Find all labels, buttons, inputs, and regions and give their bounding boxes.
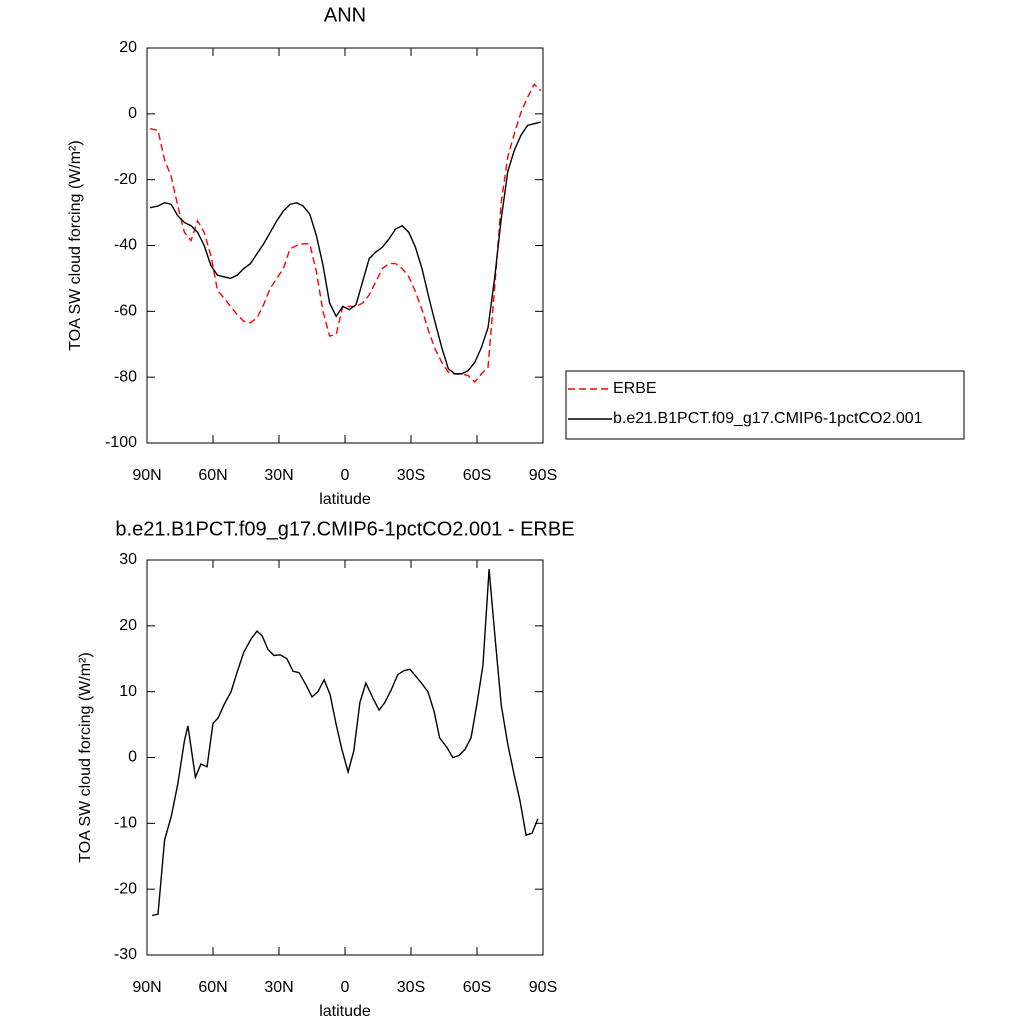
y-tick-label: -80: [114, 368, 137, 385]
chart-title: b.e21.B1PCT.f09_g17.CMIP6-1pctCO2.001 - …: [115, 518, 574, 540]
x-tick-label: 30N: [264, 467, 293, 484]
y-axis-label: TOA SW cloud forcing (W/m²): [67, 140, 84, 350]
y-tick-label: -60: [114, 303, 137, 320]
legend-label: b.e21.B1PCT.f09_g17.CMIP6-1pctCO2.001: [613, 410, 923, 427]
y-tick-label: 30: [119, 551, 137, 568]
x-tick-label: 0: [341, 467, 350, 484]
y-tick-label: -10: [114, 815, 137, 832]
data-line: [149, 121, 541, 375]
y-axis-label: TOA SW cloud forcing (W/m²): [77, 652, 94, 862]
y-tick-label: -20: [114, 171, 137, 188]
x-tick-label: 90S: [529, 467, 557, 484]
plot-frame: [146, 47, 544, 444]
x-tick-label: 30S: [397, 467, 425, 484]
y-tick-label: 20: [119, 39, 137, 56]
y-tick-label: -40: [114, 237, 137, 254]
x-tick-label: 90S: [529, 979, 557, 996]
legend-box: [565, 370, 965, 440]
y-tick-label: 0: [128, 105, 137, 122]
x-tick-label: 90N: [132, 979, 161, 996]
y-tick-label: -30: [114, 946, 137, 963]
x-tick-label: 30S: [397, 979, 425, 996]
x-tick-label: 0: [341, 979, 350, 996]
x-tick-label: 60S: [463, 467, 491, 484]
x-tick-label: 60N: [198, 467, 227, 484]
x-axis-label: latitude: [319, 1003, 371, 1020]
y-tick-label: 10: [119, 683, 137, 700]
legend-label: ERBE: [613, 380, 657, 397]
x-tick-label: 60S: [463, 979, 491, 996]
plot-frame: [146, 559, 544, 956]
y-tick-label: -100: [105, 434, 137, 451]
chart-title: ANN: [324, 4, 366, 26]
x-tick-label: 30N: [264, 979, 293, 996]
x-tick-label: 60N: [198, 979, 227, 996]
x-tick-label: 90N: [132, 467, 161, 484]
y-tick-label: -20: [114, 880, 137, 897]
y-tick-label: 0: [128, 749, 137, 766]
y-tick-label: 20: [119, 617, 137, 634]
data-line: [151, 569, 539, 917]
x-axis-label: latitude: [319, 491, 371, 508]
data-line: [149, 83, 542, 384]
